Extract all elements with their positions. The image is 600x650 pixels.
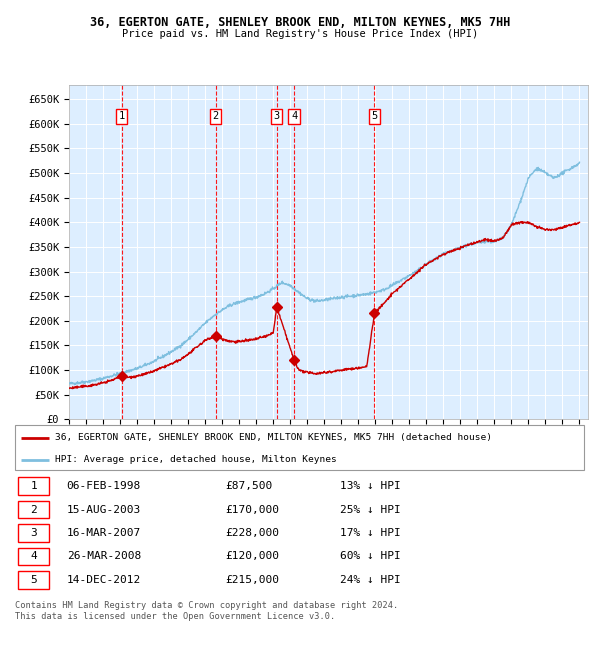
FancyBboxPatch shape — [18, 500, 49, 519]
Text: 5: 5 — [371, 112, 377, 122]
FancyBboxPatch shape — [18, 477, 49, 495]
Text: 60% ↓ HPI: 60% ↓ HPI — [340, 551, 401, 562]
Text: £170,000: £170,000 — [225, 504, 279, 515]
Text: 4: 4 — [30, 551, 37, 562]
Text: 24% ↓ HPI: 24% ↓ HPI — [340, 575, 401, 585]
FancyBboxPatch shape — [18, 547, 49, 566]
Text: HPI: Average price, detached house, Milton Keynes: HPI: Average price, detached house, Milt… — [55, 455, 337, 464]
Text: 13% ↓ HPI: 13% ↓ HPI — [340, 481, 401, 491]
Text: 1: 1 — [30, 481, 37, 491]
Text: £228,000: £228,000 — [225, 528, 279, 538]
Text: 14-DEC-2012: 14-DEC-2012 — [67, 575, 141, 585]
Text: 25% ↓ HPI: 25% ↓ HPI — [340, 504, 401, 515]
FancyBboxPatch shape — [18, 571, 49, 589]
Text: 15-AUG-2003: 15-AUG-2003 — [67, 504, 141, 515]
Text: 5: 5 — [30, 575, 37, 585]
Text: Price paid vs. HM Land Registry's House Price Index (HPI): Price paid vs. HM Land Registry's House … — [122, 29, 478, 39]
Text: 2: 2 — [212, 112, 219, 122]
Text: Contains HM Land Registry data © Crown copyright and database right 2024.
This d: Contains HM Land Registry data © Crown c… — [15, 601, 398, 621]
Text: 1: 1 — [118, 112, 125, 122]
Text: 26-MAR-2008: 26-MAR-2008 — [67, 551, 141, 562]
Text: 36, EGERTON GATE, SHENLEY BROOK END, MILTON KEYNES, MK5 7HH: 36, EGERTON GATE, SHENLEY BROOK END, MIL… — [90, 16, 510, 29]
FancyBboxPatch shape — [15, 425, 584, 471]
Text: 2: 2 — [30, 504, 37, 515]
Text: 06-FEB-1998: 06-FEB-1998 — [67, 481, 141, 491]
Text: 3: 3 — [30, 528, 37, 538]
Text: 4: 4 — [291, 112, 297, 122]
Text: 3: 3 — [274, 112, 280, 122]
Text: £215,000: £215,000 — [225, 575, 279, 585]
Text: £87,500: £87,500 — [225, 481, 272, 491]
Text: 16-MAR-2007: 16-MAR-2007 — [67, 528, 141, 538]
FancyBboxPatch shape — [18, 524, 49, 542]
Text: 17% ↓ HPI: 17% ↓ HPI — [340, 528, 401, 538]
Text: £120,000: £120,000 — [225, 551, 279, 562]
Text: 36, EGERTON GATE, SHENLEY BROOK END, MILTON KEYNES, MK5 7HH (detached house): 36, EGERTON GATE, SHENLEY BROOK END, MIL… — [55, 433, 492, 442]
